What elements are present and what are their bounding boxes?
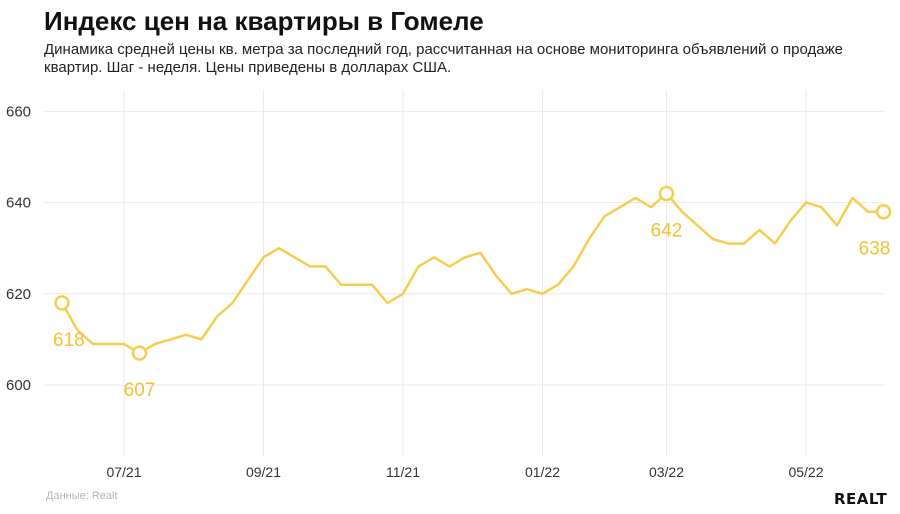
annotation-label: 607 [124,380,156,401]
realt-logo: REALT [834,490,888,508]
x-tick-label: 11/21 [386,464,420,480]
data-source-note: Данные: Realt [46,490,118,502]
y-tick-label: 660 [6,103,31,120]
chart-title: Индекс цен на квартиры в Гомеле [44,6,484,36]
x-tick-label: 07/21 [106,464,141,480]
x-tick-label: 03/22 [649,464,684,480]
annotation-label: 618 [53,330,85,351]
annotation-label: 638 [859,239,891,260]
annotation-label: 642 [651,220,683,241]
y-tick-label: 620 [6,286,31,303]
annotation-marker [658,185,675,202]
annotation-marker [54,295,70,311]
chart-subtitle: Динамика средней цены кв. метра за после… [44,41,843,76]
annotation-marker [131,345,148,361]
x-tick-label: 05/22 [788,464,823,480]
x-tick-label: 09/21 [246,464,281,480]
y-tick-label: 640 [6,195,31,212]
y-tick-label: 600 [6,377,31,394]
x-tick-label: 01/22 [525,464,560,480]
price-series-line [60,192,885,355]
annotation-marker [875,203,892,220]
